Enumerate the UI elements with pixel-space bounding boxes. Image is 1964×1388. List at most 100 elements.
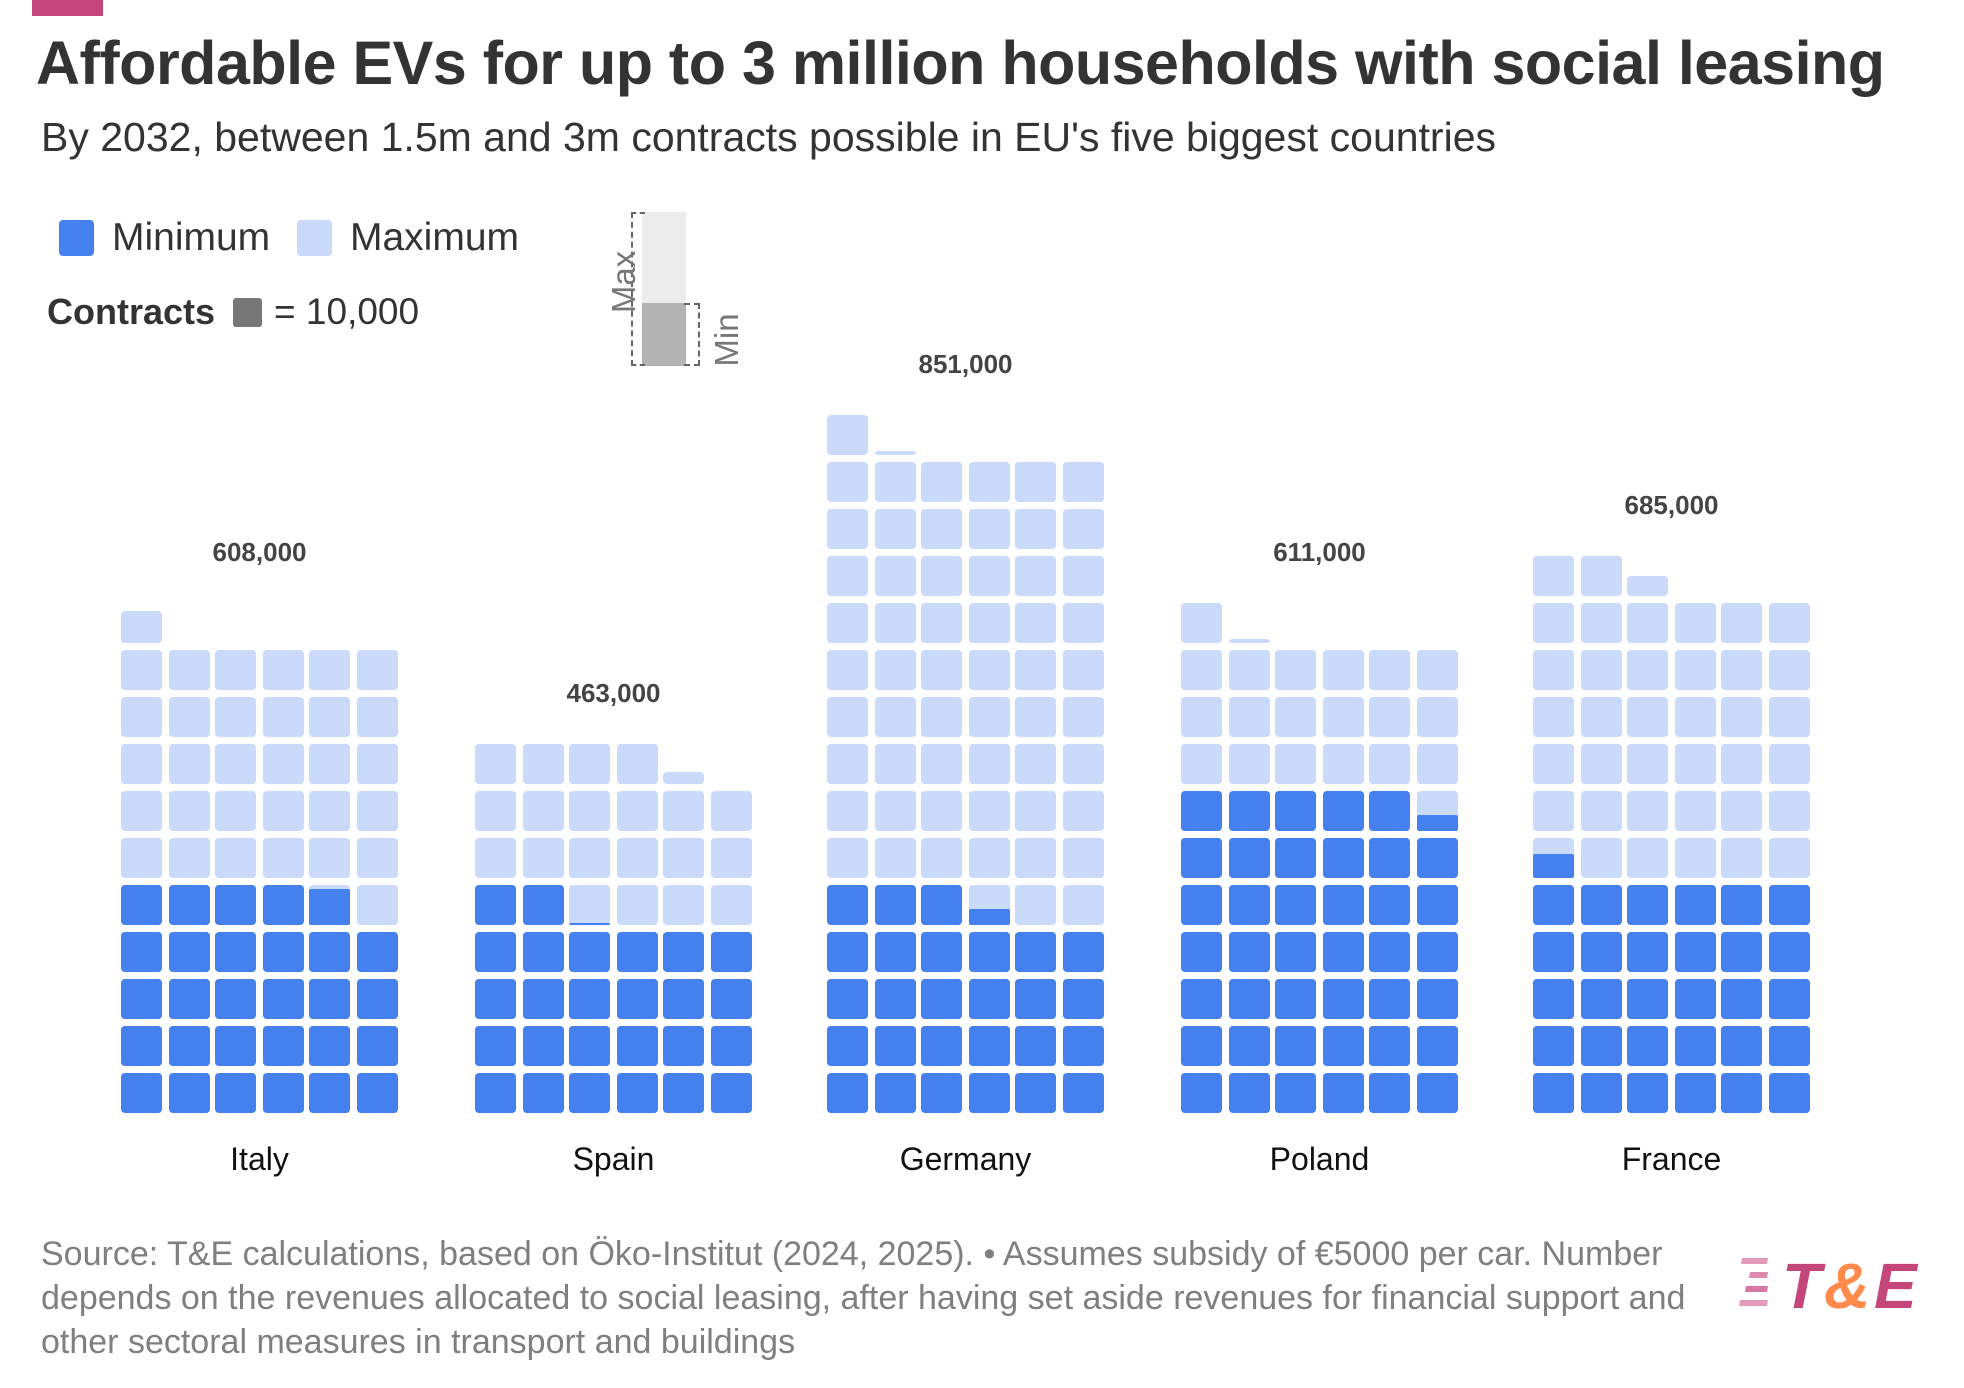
waffle-block-min <box>1323 932 1364 972</box>
waffle-block-max <box>1181 744 1222 784</box>
waffle-block-min <box>827 1026 868 1066</box>
waffle-block-max <box>215 650 256 690</box>
waffle-block-max <box>523 1073 564 1113</box>
waffle-block-max <box>1369 650 1410 690</box>
explainer-min-label: Min <box>708 313 745 367</box>
waffle-block-max <box>921 1026 962 1066</box>
waffle-block-min <box>1229 838 1270 878</box>
waffle-block-min <box>969 932 1010 972</box>
waffle-block-min <box>523 932 564 972</box>
waffle-block-min <box>969 1026 1010 1066</box>
waffle-block-min <box>263 1026 304 1066</box>
waffle-block-max <box>309 791 350 831</box>
waffle-block-max <box>1581 979 1622 1019</box>
waffle-block-max <box>1181 932 1222 972</box>
waffle-block-min <box>263 932 304 972</box>
waffle-block-max <box>1275 744 1316 784</box>
waffle-block-max <box>357 791 398 831</box>
waffle-block-max <box>827 650 868 690</box>
waffle-block-min <box>569 1026 610 1066</box>
waffle-block-min <box>969 1073 1010 1113</box>
waffle-block-max <box>1533 885 1574 925</box>
waffle-block-max <box>1015 509 1056 549</box>
waffle-block-max <box>1323 650 1364 690</box>
waffle-block-min <box>1581 1073 1622 1113</box>
waffle-block-max <box>121 744 162 784</box>
waffle-block-max <box>1369 885 1410 925</box>
waffle-block-max <box>1323 838 1364 878</box>
waffle-block-min <box>1229 1026 1270 1066</box>
waffle-block-max <box>1015 462 1056 502</box>
waffle-block-max <box>1769 1073 1810 1113</box>
waffle-block-max <box>1015 932 1056 972</box>
waffle-block-max <box>309 1073 350 1113</box>
waffle-block-min <box>1675 1073 1716 1113</box>
waffle-block-min <box>215 1073 256 1113</box>
chart-title: Affordable EVs for up to 3 million house… <box>36 29 1885 97</box>
waffle-block-max <box>827 979 868 1019</box>
unit-block-icon <box>233 297 263 327</box>
waffle-block-min <box>663 979 704 1019</box>
waffle-block-max <box>523 791 564 831</box>
waffle-block-min <box>1181 838 1222 878</box>
waffle-block-min <box>1229 885 1270 925</box>
waffle-block-max <box>969 932 1010 972</box>
waffle-block-max <box>1229 650 1270 690</box>
waffle-block-min <box>1417 1026 1458 1066</box>
waffle-block-max <box>1181 838 1222 878</box>
waffle-block-max <box>263 650 304 690</box>
waffle-block-max <box>875 979 916 1019</box>
waffle-block-max <box>169 697 210 737</box>
waffle-block-min <box>1675 885 1716 925</box>
waffle-block-max <box>1229 1026 1270 1066</box>
waffle-block-min <box>1063 932 1104 972</box>
waffle-block-max <box>357 979 398 1019</box>
waffle-block-max <box>1063 979 1104 1019</box>
waffle-block-max <box>1323 791 1364 831</box>
explainer-max-fill <box>642 212 686 303</box>
waffle-block-max <box>169 650 210 690</box>
value-label-poland: 611,000 <box>1273 537 1366 567</box>
waffle-block-min <box>475 932 516 972</box>
waffle-block-max <box>1015 556 1056 596</box>
waffle-block-max <box>921 1073 962 1113</box>
waffle-block-max <box>1229 1073 1270 1113</box>
waffle-block-min <box>169 932 210 972</box>
waffle-block-max <box>1769 979 1810 1019</box>
waffle-block-min <box>263 979 304 1019</box>
waffle-block-max <box>921 509 962 549</box>
waffle-block-min <box>523 1026 564 1066</box>
waffle-block-min <box>663 1073 704 1113</box>
explainer-min-fill <box>642 303 686 366</box>
country-label-poland: Poland <box>1270 1141 1370 1177</box>
waffle-block-max <box>523 885 564 925</box>
waffle-block-max <box>1063 838 1104 878</box>
waffle-block-min <box>875 979 916 1019</box>
waffle-block-min <box>569 1073 610 1113</box>
waffle-block-min <box>1533 932 1574 972</box>
waffle-block-max <box>1063 1073 1104 1113</box>
waffle-block-max <box>1015 697 1056 737</box>
waffle-block-max <box>309 932 350 972</box>
country-label-germany: Germany <box>900 1141 1032 1177</box>
waffle-block-max <box>827 415 868 455</box>
waffle-block-max <box>1581 1073 1622 1113</box>
waffle-block-max <box>617 979 658 1019</box>
waffle-block-max <box>663 1073 704 1113</box>
waffle-block-max <box>263 697 304 737</box>
logo-stripes-icon <box>1739 1258 1768 1306</box>
waffle-block-max <box>1417 791 1458 831</box>
waffle-block-min <box>1369 932 1410 972</box>
waffle-block-max <box>569 932 610 972</box>
waffle-block-min <box>1581 1026 1622 1066</box>
waffle-block-min <box>1015 1073 1056 1113</box>
waffle-block-max <box>1627 576 1668 596</box>
waffle-block-max <box>711 1073 752 1113</box>
waffle-block-min <box>357 932 398 972</box>
waffle-block-max <box>1229 885 1270 925</box>
waffle-block-max <box>711 979 752 1019</box>
waffle-block-max <box>875 744 916 784</box>
waffle-block-max <box>1769 697 1810 737</box>
waffle-block-max <box>1015 838 1056 878</box>
explainer-max-label: Max <box>605 250 642 314</box>
